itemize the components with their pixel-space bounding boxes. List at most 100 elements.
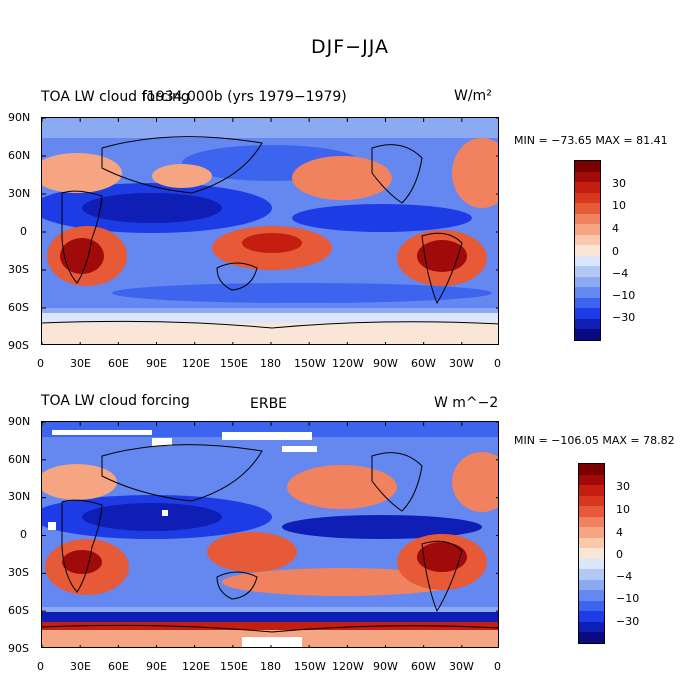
panel-title-left: TOA LW cloud forcing: [41, 89, 190, 105]
lon-label: 60E: [108, 660, 129, 673]
min-max-stats: MIN = −106.05 MAX = 78.82: [514, 434, 675, 447]
colorbar-segment: [579, 464, 604, 475]
lon-label: 150E: [220, 660, 248, 673]
colorbar-label: −30: [612, 311, 636, 324]
lon-label: 150W: [294, 357, 326, 370]
lat-label: 90N: [8, 111, 31, 124]
colorbar-segment: [575, 192, 600, 204]
panel-title-case: f1934.000b (yrs 1979−1979): [142, 89, 347, 105]
colorbar-segment: [579, 516, 604, 528]
colorbar-label: 30: [612, 177, 626, 190]
lon-label: 30E: [70, 357, 91, 370]
panel-units: W/m²: [454, 88, 492, 104]
colorbar-segment: [579, 621, 604, 633]
lat-label: 60S: [8, 604, 29, 617]
colorbar-segment: [575, 161, 600, 172]
lon-label: 120E: [182, 357, 210, 370]
colorbar-label: 30: [616, 480, 630, 493]
colorbar-segment: [579, 558, 604, 570]
colorbar-segment: [579, 527, 604, 538]
lon-label: 90E: [146, 660, 167, 673]
colorbar-label: 4: [616, 526, 623, 539]
colorbar: [574, 160, 601, 341]
colorbar-label: 0: [616, 548, 623, 561]
lon-label: 30W: [449, 660, 474, 673]
colorbar-label: −30: [616, 615, 640, 628]
lon-label: 120E: [182, 660, 210, 673]
colorbar-segment: [575, 171, 600, 183]
lon-label: 150E: [220, 357, 248, 370]
colorbar-segment: [575, 297, 600, 309]
colorbar-segment: [579, 506, 604, 517]
lon-label: 60W: [411, 357, 436, 370]
colorbar-segment: [579, 485, 604, 496]
colorbar-segment: [575, 287, 600, 298]
lon-label: 0: [494, 357, 501, 370]
colorbar-segment: [575, 203, 600, 214]
colorbar-segment: [575, 234, 600, 246]
colorbar-segment: [579, 590, 604, 601]
min-max-stats: MIN = −73.65 MAX = 81.41: [514, 134, 668, 147]
map-plot: [41, 421, 499, 648]
lat-label: 90N: [8, 415, 31, 428]
colorbar-segment: [579, 579, 604, 591]
lat-label: 60N: [8, 149, 31, 162]
lon-label: 0: [37, 660, 44, 673]
lon-label: 0: [494, 660, 501, 673]
lon-label: 120W: [332, 660, 364, 673]
colorbar-segment: [579, 474, 604, 486]
colorbar-segment: [575, 276, 600, 288]
colorbar-segment: [575, 224, 600, 235]
colorbar-segment: [579, 537, 604, 549]
colorbar-segment: [575, 182, 600, 193]
lon-label: 30W: [449, 357, 474, 370]
lon-label: 0: [37, 357, 44, 370]
lat-label: 0: [20, 225, 27, 238]
colorbar-segment: [575, 329, 600, 340]
panel-title-source: ERBE: [250, 396, 288, 412]
lat-label: 30S: [8, 566, 29, 579]
lon-label: 180: [260, 357, 281, 370]
cloud-forcing-field: [42, 118, 498, 344]
lon-label: 180: [260, 660, 281, 673]
lon-label: 90W: [373, 357, 398, 370]
colorbar-segment: [579, 548, 604, 559]
lat-label: 30N: [8, 490, 31, 503]
colorbar-segment: [575, 308, 600, 319]
colorbar-segment: [579, 611, 604, 622]
colorbar: [578, 463, 605, 644]
lat-label: 60S: [8, 301, 29, 314]
lon-label: 90E: [146, 357, 167, 370]
colorbar-segment: [579, 569, 604, 580]
lat-label: 90S: [8, 642, 29, 655]
figure-title: DJF−JJA: [311, 36, 389, 58]
lon-label: 60E: [108, 357, 129, 370]
lon-label: 120W: [332, 357, 364, 370]
colorbar-label: 0: [612, 245, 619, 258]
panel-title-left: TOA LW cloud forcing: [41, 393, 190, 409]
colorbar-segment: [579, 495, 604, 507]
lon-label: 90W: [373, 660, 398, 673]
colorbar-label: −4: [612, 267, 629, 280]
colorbar-label: −4: [616, 570, 633, 583]
colorbar-label: −10: [616, 592, 640, 605]
colorbar-segment: [579, 632, 604, 643]
lat-label: 0: [20, 528, 27, 541]
panel-units: W m^−2: [434, 395, 499, 411]
colorbar-segment: [575, 245, 600, 256]
colorbar-segment: [579, 600, 604, 612]
colorbar-segment: [575, 266, 600, 277]
lon-label: 150W: [294, 660, 326, 673]
colorbar-label: 10: [616, 503, 630, 516]
colorbar-label: 10: [612, 199, 626, 212]
lat-label: 30N: [8, 187, 31, 200]
map-plot: [41, 117, 499, 345]
cloud-forcing-field: [42, 422, 498, 647]
colorbar-label: 4: [612, 222, 619, 235]
lon-label: 30E: [70, 660, 91, 673]
colorbar-segment: [575, 213, 600, 225]
lat-label: 30S: [8, 263, 29, 276]
colorbar-segment: [575, 318, 600, 330]
colorbar-label: −10: [612, 289, 636, 302]
lat-label: 90S: [8, 339, 29, 352]
